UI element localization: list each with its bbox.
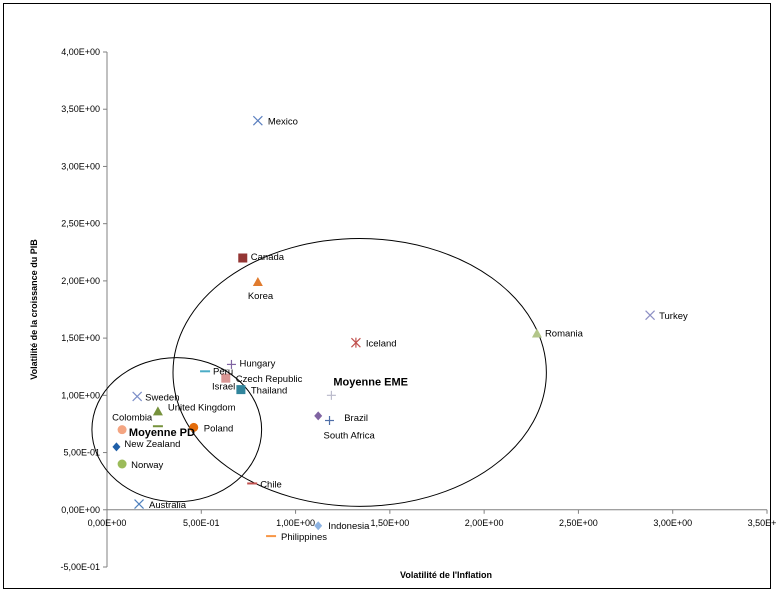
y-tick-label: 4,00E+00 [61, 47, 100, 57]
point-label-israel: Israel [212, 381, 235, 392]
point-canada [238, 253, 248, 263]
point-south-africa [325, 416, 335, 426]
x-axis-title: Volatilité de l'Inflation [400, 570, 492, 580]
point-labels: Mexico Canada Korea Turkey Romania Iceland Hun… [112, 117, 688, 543]
point-australia [134, 499, 144, 509]
chart-frame [3, 3, 771, 589]
point-brazil [314, 411, 323, 421]
point-label: Romania [545, 329, 584, 340]
y-axis-title: Volatilité de la croissance du PIB [29, 239, 39, 380]
point-thailand [236, 385, 246, 395]
point-label: Thailand [251, 386, 287, 397]
point-new-zealand [112, 442, 121, 452]
x-tick-label: 3,00E+00 [653, 518, 692, 528]
point-mexico [252, 115, 263, 126]
points [112, 115, 656, 538]
point-label: Turkey [659, 311, 688, 322]
point-label: Norway [131, 460, 163, 471]
point-label: Poland [204, 423, 234, 434]
ellipses [91, 238, 547, 507]
point-czech-republic [221, 373, 231, 383]
point-korea [252, 277, 263, 287]
point-poland [189, 422, 199, 432]
point-turkey [645, 310, 656, 321]
point-label: Sweden [145, 392, 179, 403]
point-label: Colombia [112, 413, 153, 424]
point-norway [117, 459, 127, 469]
point-united-kingdom [152, 406, 163, 416]
x-tick-label: 5,00E-01 [183, 518, 220, 528]
y-tick-label: -5,00E-01 [60, 562, 100, 572]
y-tick-label: 0,00E+00 [61, 505, 100, 515]
point-colombia [117, 425, 127, 435]
y-tick-label: 3,00E+00 [61, 161, 100, 171]
point-iceland [350, 337, 361, 348]
x-tick-label: 1,50E+00 [370, 518, 409, 528]
point-romania [531, 328, 542, 338]
ellipse-pd [91, 357, 263, 503]
point-label: Philippines [281, 532, 327, 543]
point-label: Moyenne EME [333, 376, 408, 388]
point-label: Canada [251, 252, 285, 263]
point-label: New Zealand [124, 439, 180, 450]
y-tick-label: 2,50E+00 [61, 219, 100, 229]
y-tick-label: 5,00E-01 [63, 448, 100, 458]
point-label: Indonesia [328, 521, 370, 532]
point-label: Mexico [268, 117, 298, 128]
point-label: Australia [149, 500, 187, 511]
point-label: Iceland [366, 339, 397, 350]
ellipse-eme [172, 238, 547, 507]
point-label: United Kingdom [168, 402, 236, 413]
x-tick-label: 2,00E+00 [465, 518, 504, 528]
point-label: South Africa [324, 431, 376, 442]
point-label: Peru [213, 366, 233, 377]
point-sweden [132, 391, 143, 402]
point-label: Chile [260, 479, 282, 490]
point-label: Brazil [344, 413, 368, 424]
x-tick-label: 3,50E+00 [748, 518, 776, 528]
x-tick-label: 0,00E+00 [88, 518, 127, 528]
x-tick-label: 2,50E+00 [559, 518, 598, 528]
y-tick-label: 3,50E+00 [61, 104, 100, 114]
point-label: Hungary [239, 358, 275, 369]
point-indonesia [314, 521, 323, 531]
point-label: Korea [248, 291, 274, 302]
y-tick-label: 1,00E+00 [61, 390, 100, 400]
x-tick-label: 1,00E+00 [276, 518, 315, 528]
point-label: Czech Republic [236, 374, 303, 385]
point-label: Moyenne PD [129, 427, 195, 439]
axes: -5,00E-01 0,00E+00 5,00E-01 1,00E+00 1,50E+0… [60, 47, 776, 572]
y-tick-label: 2,00E+00 [61, 276, 100, 286]
point-hungary [226, 359, 236, 369]
y-tick-label: 1,50E+00 [61, 333, 100, 343]
point-moyenne-eme [326, 390, 336, 400]
